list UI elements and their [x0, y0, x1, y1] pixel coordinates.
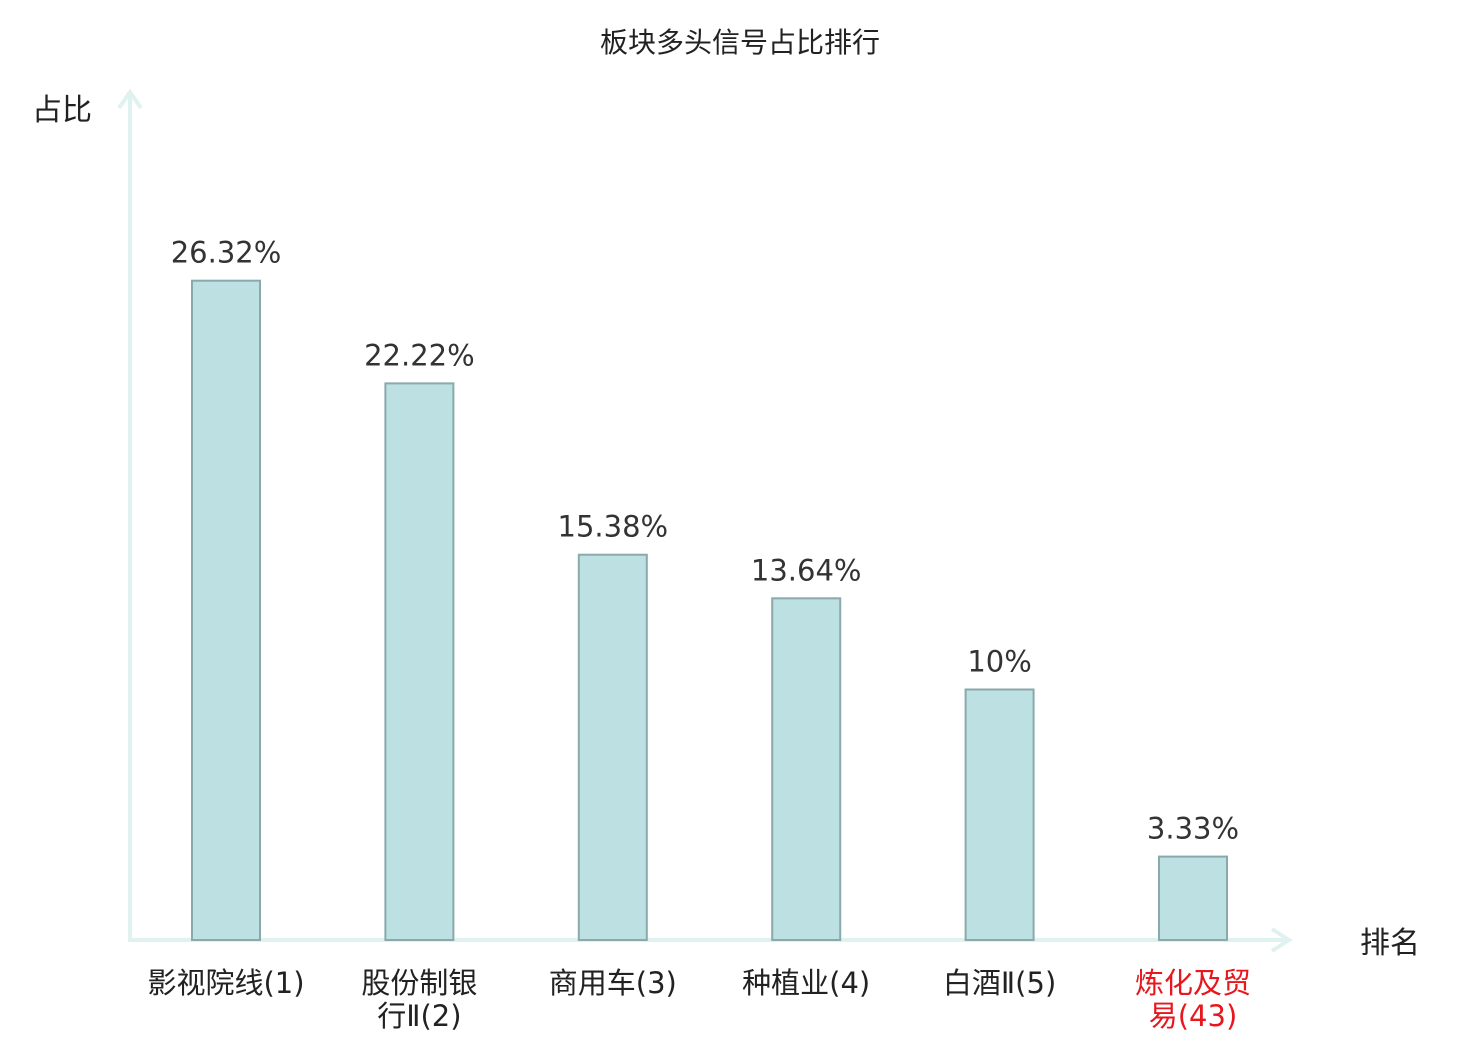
x-tick-label: 行Ⅱ(2): [377, 999, 461, 1033]
x-tick-label: 股份制银: [361, 966, 477, 1000]
x-tick-label: 炼化及贸: [1135, 966, 1251, 1000]
bars-group: [191, 279, 1228, 942]
bar: [964, 688, 1035, 941]
data-label: 26.32%: [171, 236, 282, 270]
data-label: 13.64%: [751, 553, 862, 587]
y-axis-arrow: [117, 88, 143, 110]
data-label: 15.38%: [558, 510, 669, 544]
data-label: 3.33%: [1147, 812, 1239, 846]
y-axis-label: 占比: [32, 93, 92, 128]
bar: [771, 597, 842, 941]
x-axis-arrow: [1270, 927, 1293, 953]
x-tick-label: 白酒Ⅱ(5): [943, 966, 1056, 1000]
data-label: 10%: [967, 645, 1031, 679]
chart-title: 板块多头信号占比排行: [600, 26, 880, 59]
x-tick-label: 易(43): [1149, 999, 1238, 1033]
bar: [384, 382, 455, 942]
x-axis-label: 排名: [1360, 926, 1420, 961]
bar: [1158, 855, 1228, 941]
x-tick-label: 种植业(4): [742, 966, 870, 1000]
bar: [191, 279, 261, 941]
bar: [577, 553, 648, 942]
value-labels-group: 26.32% 22.22% 15.38% 13.64% 10% 3.33%: [171, 236, 1239, 846]
x-tick-label: 影视院线(1): [147, 966, 304, 1000]
x-tick-label: 商用车(3): [549, 966, 677, 1000]
data-label: 22.22%: [364, 338, 475, 372]
